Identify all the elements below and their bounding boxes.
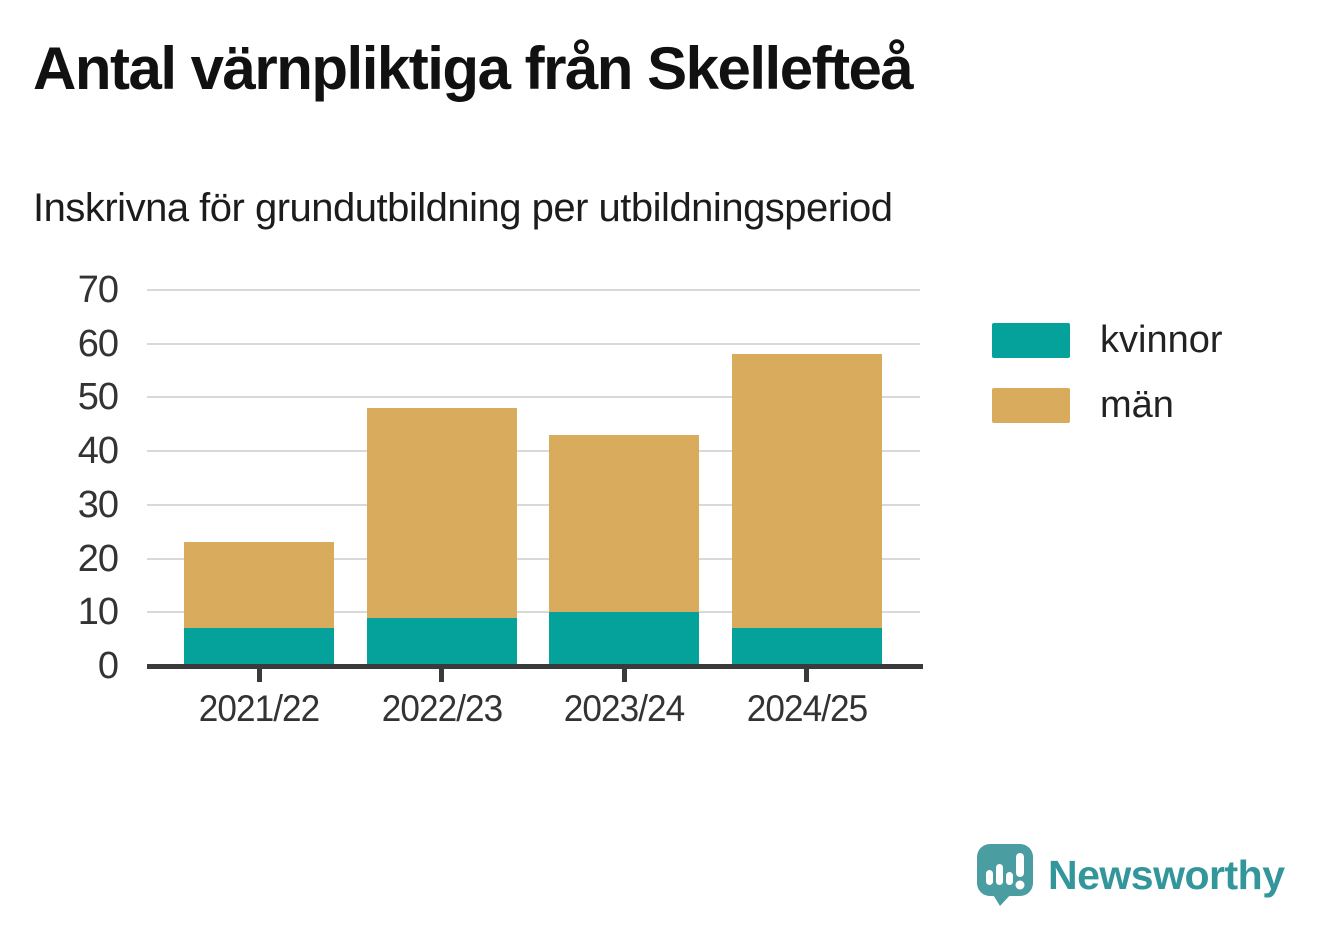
newsworthy-bubble-chart-icon xyxy=(977,844,1033,906)
y-axis-tick-label: 60 xyxy=(77,322,119,365)
bar-segment-kvinnor xyxy=(731,628,882,666)
x-axis-tick-label: 2023/24 xyxy=(564,688,685,729)
bar-segment-män xyxy=(549,435,700,613)
legend-swatch-man xyxy=(992,388,1070,423)
bar-segment-kvinnor xyxy=(366,617,517,666)
x-axis-tick xyxy=(439,669,445,682)
y-axis-tick-label: 40 xyxy=(77,430,119,473)
y-axis-tick-label: 30 xyxy=(77,483,119,526)
bar-segment-män xyxy=(731,354,882,629)
x-axis-line xyxy=(147,664,923,669)
x-axis-tick xyxy=(804,669,810,682)
y-axis-tick-label: 50 xyxy=(77,376,119,419)
newsworthy-logo: Newsworthy xyxy=(976,843,1285,907)
y-axis-tick-label: 20 xyxy=(77,537,119,580)
bar-segment-män xyxy=(366,408,517,618)
x-axis-tick-label: 2021/22 xyxy=(199,688,320,729)
gridline-70 xyxy=(147,289,920,291)
newsworthy-wordmark: Newsworthy xyxy=(1048,851,1285,898)
gridline-50 xyxy=(147,396,920,399)
y-axis-tick-label: 70 xyxy=(77,269,119,311)
gridline-30 xyxy=(147,503,920,506)
legend-swatch-kvinnor xyxy=(992,323,1070,358)
chart-subtitle: Inskrivna för grundutbildning per utbild… xyxy=(33,186,893,230)
x-axis-tick-label: 2024/25 xyxy=(746,688,868,729)
bar-segment-kvinnor xyxy=(549,612,700,666)
y-axis-tick-label: 0 xyxy=(97,645,119,687)
legend-label: kvinnor xyxy=(1100,319,1223,361)
legend-label: män xyxy=(1100,384,1174,426)
chart-title: Antal värnpliktiga från Skellefteå xyxy=(33,35,914,102)
x-axis-tick xyxy=(621,669,627,682)
y-axis-tick-label: 10 xyxy=(77,591,119,634)
bar-segment-kvinnor xyxy=(184,628,335,666)
gridline-40 xyxy=(147,450,920,453)
gridline-10 xyxy=(147,611,920,614)
x-axis-tick-label: 2022/23 xyxy=(381,688,503,729)
gridline-60 xyxy=(147,342,920,345)
gridline-20 xyxy=(147,557,920,560)
x-axis-tick xyxy=(256,669,262,682)
bar-segment-män xyxy=(184,542,335,629)
